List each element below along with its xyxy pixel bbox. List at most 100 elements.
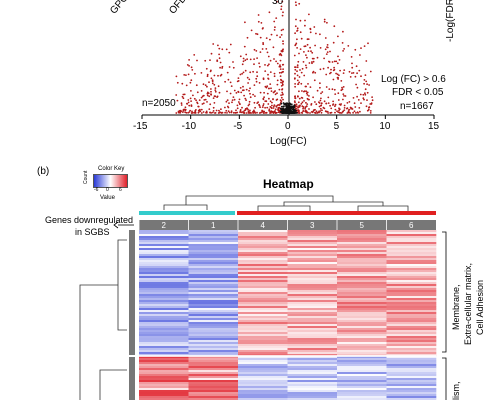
volcano-point [276,62,279,65]
volcano-point [212,110,215,112]
heatmap-cell [386,376,437,379]
heatmap-cell [238,390,288,393]
heatmap-cell [188,266,239,269]
cluster-bracket-bottom [442,357,447,400]
heatmap-cell [287,358,338,361]
volcano-point [241,63,244,66]
heatmap-cell [287,312,338,315]
heatmap-cell [238,308,288,311]
volcano-point [244,97,247,100]
volcano-point [280,53,282,56]
volcano-point [273,104,276,106]
volcano-point [243,109,246,112]
heatmap-cell [287,278,338,281]
volcano-point [240,111,243,114]
heatmap-cell [386,232,437,235]
volcano-point [242,57,245,60]
heatmap-cell [386,306,437,309]
volcano-point [249,96,252,99]
heatmap-cell [337,366,387,369]
heatmap-cell [386,332,437,335]
volcano-point [253,48,256,51]
volcano-point [316,112,319,114]
volcano-point [280,34,283,36]
volcano-point [306,56,308,59]
volcano-point [261,106,264,108]
heatmap-cell [287,322,338,325]
volcano-point [313,79,316,82]
heatmap-cell [238,362,288,365]
heatmap-cell [287,274,338,277]
volcano-point [365,105,368,108]
heatmap-cell [337,354,387,357]
volcano-point [258,65,261,68]
heatmap-cell [238,288,288,291]
volcano-point-ns [281,112,284,114]
heatmap-cell [139,296,189,299]
volcano-point [355,65,358,68]
heatmap-cell [188,386,239,389]
volcano-point [182,109,185,112]
volcano-point [302,106,305,108]
volcano-point [329,112,332,114]
volcano-point [226,90,228,93]
heatmap-cell [386,272,437,275]
heatmap-cell [238,286,288,289]
heatmap-cell [188,302,239,305]
volcano-point [323,57,325,60]
volcano-point [254,95,256,97]
heatmap-cell [139,290,189,293]
heatmap-cell [188,260,239,263]
heatmap-cell [139,398,189,400]
volcano-legend-fc: Log (FC) > 0.6 [381,74,446,85]
volcano-point-ns [293,105,296,107]
heatmap-cell [287,384,338,387]
volcano-point-ns [280,105,283,108]
volcano-point [305,90,308,93]
volcano-point [294,72,296,75]
volcano-point [321,91,324,93]
volcano-point [261,48,264,50]
heatmap-cell [287,386,338,389]
heatmap-cell [337,376,387,379]
volcano-point [269,38,271,41]
volcano-point [306,97,309,100]
volcano-point [265,100,268,103]
volcano-point [208,95,211,98]
heatmap-cell [139,238,189,241]
volcano-point [362,97,365,100]
heatmap-cell [287,240,338,243]
heatmap-cell [139,358,189,361]
volcano-point [280,81,282,84]
heatmap-cell [238,256,288,259]
volcano-point [239,73,242,76]
heatmap-cell [337,250,387,253]
volcano-point [300,102,303,105]
volcano-point [250,29,253,32]
volcano-point [282,98,284,101]
volcano-point [269,59,272,62]
heatmap-cell [386,374,437,377]
heatmap-cell [287,318,338,321]
volcano-point [210,112,213,114]
volcano-point [277,109,280,111]
heatmap-cell [337,368,387,371]
volcano-point [323,18,326,21]
volcano-point [280,29,283,32]
volcano-point-ns [295,112,298,114]
volcano-point [256,33,259,36]
volcano-point [185,74,187,76]
volcano-point [176,81,179,84]
volcano-point [175,112,178,114]
volcano-point [232,96,235,98]
volcano-point [235,109,237,112]
volcano-point [250,112,252,114]
volcano-point [218,47,221,50]
heatmap-cell [386,256,437,259]
heatmap-cell [188,248,239,251]
volcano-point [294,32,296,35]
column-label: 3 [310,221,315,230]
heatmap-cell [139,348,189,351]
heatmap-cell [139,364,189,367]
volcano-point [262,97,265,100]
